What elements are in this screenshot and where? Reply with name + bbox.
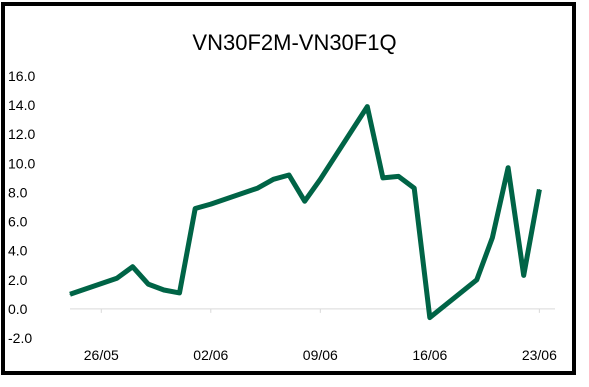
- data-point: [194, 207, 196, 209]
- chart-title: VN30F2M-VN30F1Q: [192, 30, 397, 55]
- x-tick-label: 16/06: [412, 347, 447, 363]
- data-point: [116, 277, 118, 279]
- data-point: [429, 317, 431, 319]
- data-point: [257, 187, 259, 189]
- y-tick-label: 10.0: [8, 155, 35, 171]
- y-tick-label: 0.0: [8, 301, 28, 317]
- data-point: [304, 200, 306, 202]
- data-point: [69, 293, 71, 295]
- x-tick-label: 02/06: [193, 347, 228, 363]
- data-point: [398, 175, 400, 177]
- series-points: [69, 106, 540, 319]
- data-point: [132, 266, 134, 268]
- y-tick-label: 8.0: [8, 184, 28, 200]
- data-point: [288, 174, 290, 176]
- data-point: [538, 189, 540, 191]
- y-tick-label: -2.0: [8, 330, 32, 346]
- x-tick-label: 23/06: [522, 347, 557, 363]
- data-point: [382, 177, 384, 179]
- data-point: [413, 187, 415, 189]
- y-tick-label: 16.0: [8, 68, 35, 84]
- x-tick-label: 26/05: [84, 347, 119, 363]
- y-tick-label: 12.0: [8, 126, 35, 142]
- data-point: [491, 237, 493, 239]
- data-point: [179, 292, 181, 294]
- data-point: [163, 289, 165, 291]
- y-tick-label: 14.0: [8, 97, 35, 113]
- data-point: [210, 203, 212, 205]
- y-tick-label: 2.0: [8, 272, 28, 288]
- y-axis-ticks: -2.0 0.0 2.0 4.0 6.0 8.0 10.0 12.0 14.0 16.0: [8, 68, 35, 346]
- data-point: [523, 274, 525, 276]
- x-tick-label: 09/06: [303, 347, 338, 363]
- x-axis-ticks: 26/05 02/06 09/06 16/06 23/06: [84, 308, 557, 363]
- y-tick-label: 6.0: [8, 214, 28, 230]
- data-point: [319, 178, 321, 180]
- data-point: [147, 283, 149, 285]
- data-point: [272, 178, 274, 180]
- series-line: [69, 104, 542, 321]
- y-tick-label: 4.0: [8, 243, 28, 259]
- data-point: [366, 106, 368, 108]
- data-point: [476, 279, 478, 281]
- chart-frame: [1, 2, 576, 375]
- data-point: [507, 167, 509, 169]
